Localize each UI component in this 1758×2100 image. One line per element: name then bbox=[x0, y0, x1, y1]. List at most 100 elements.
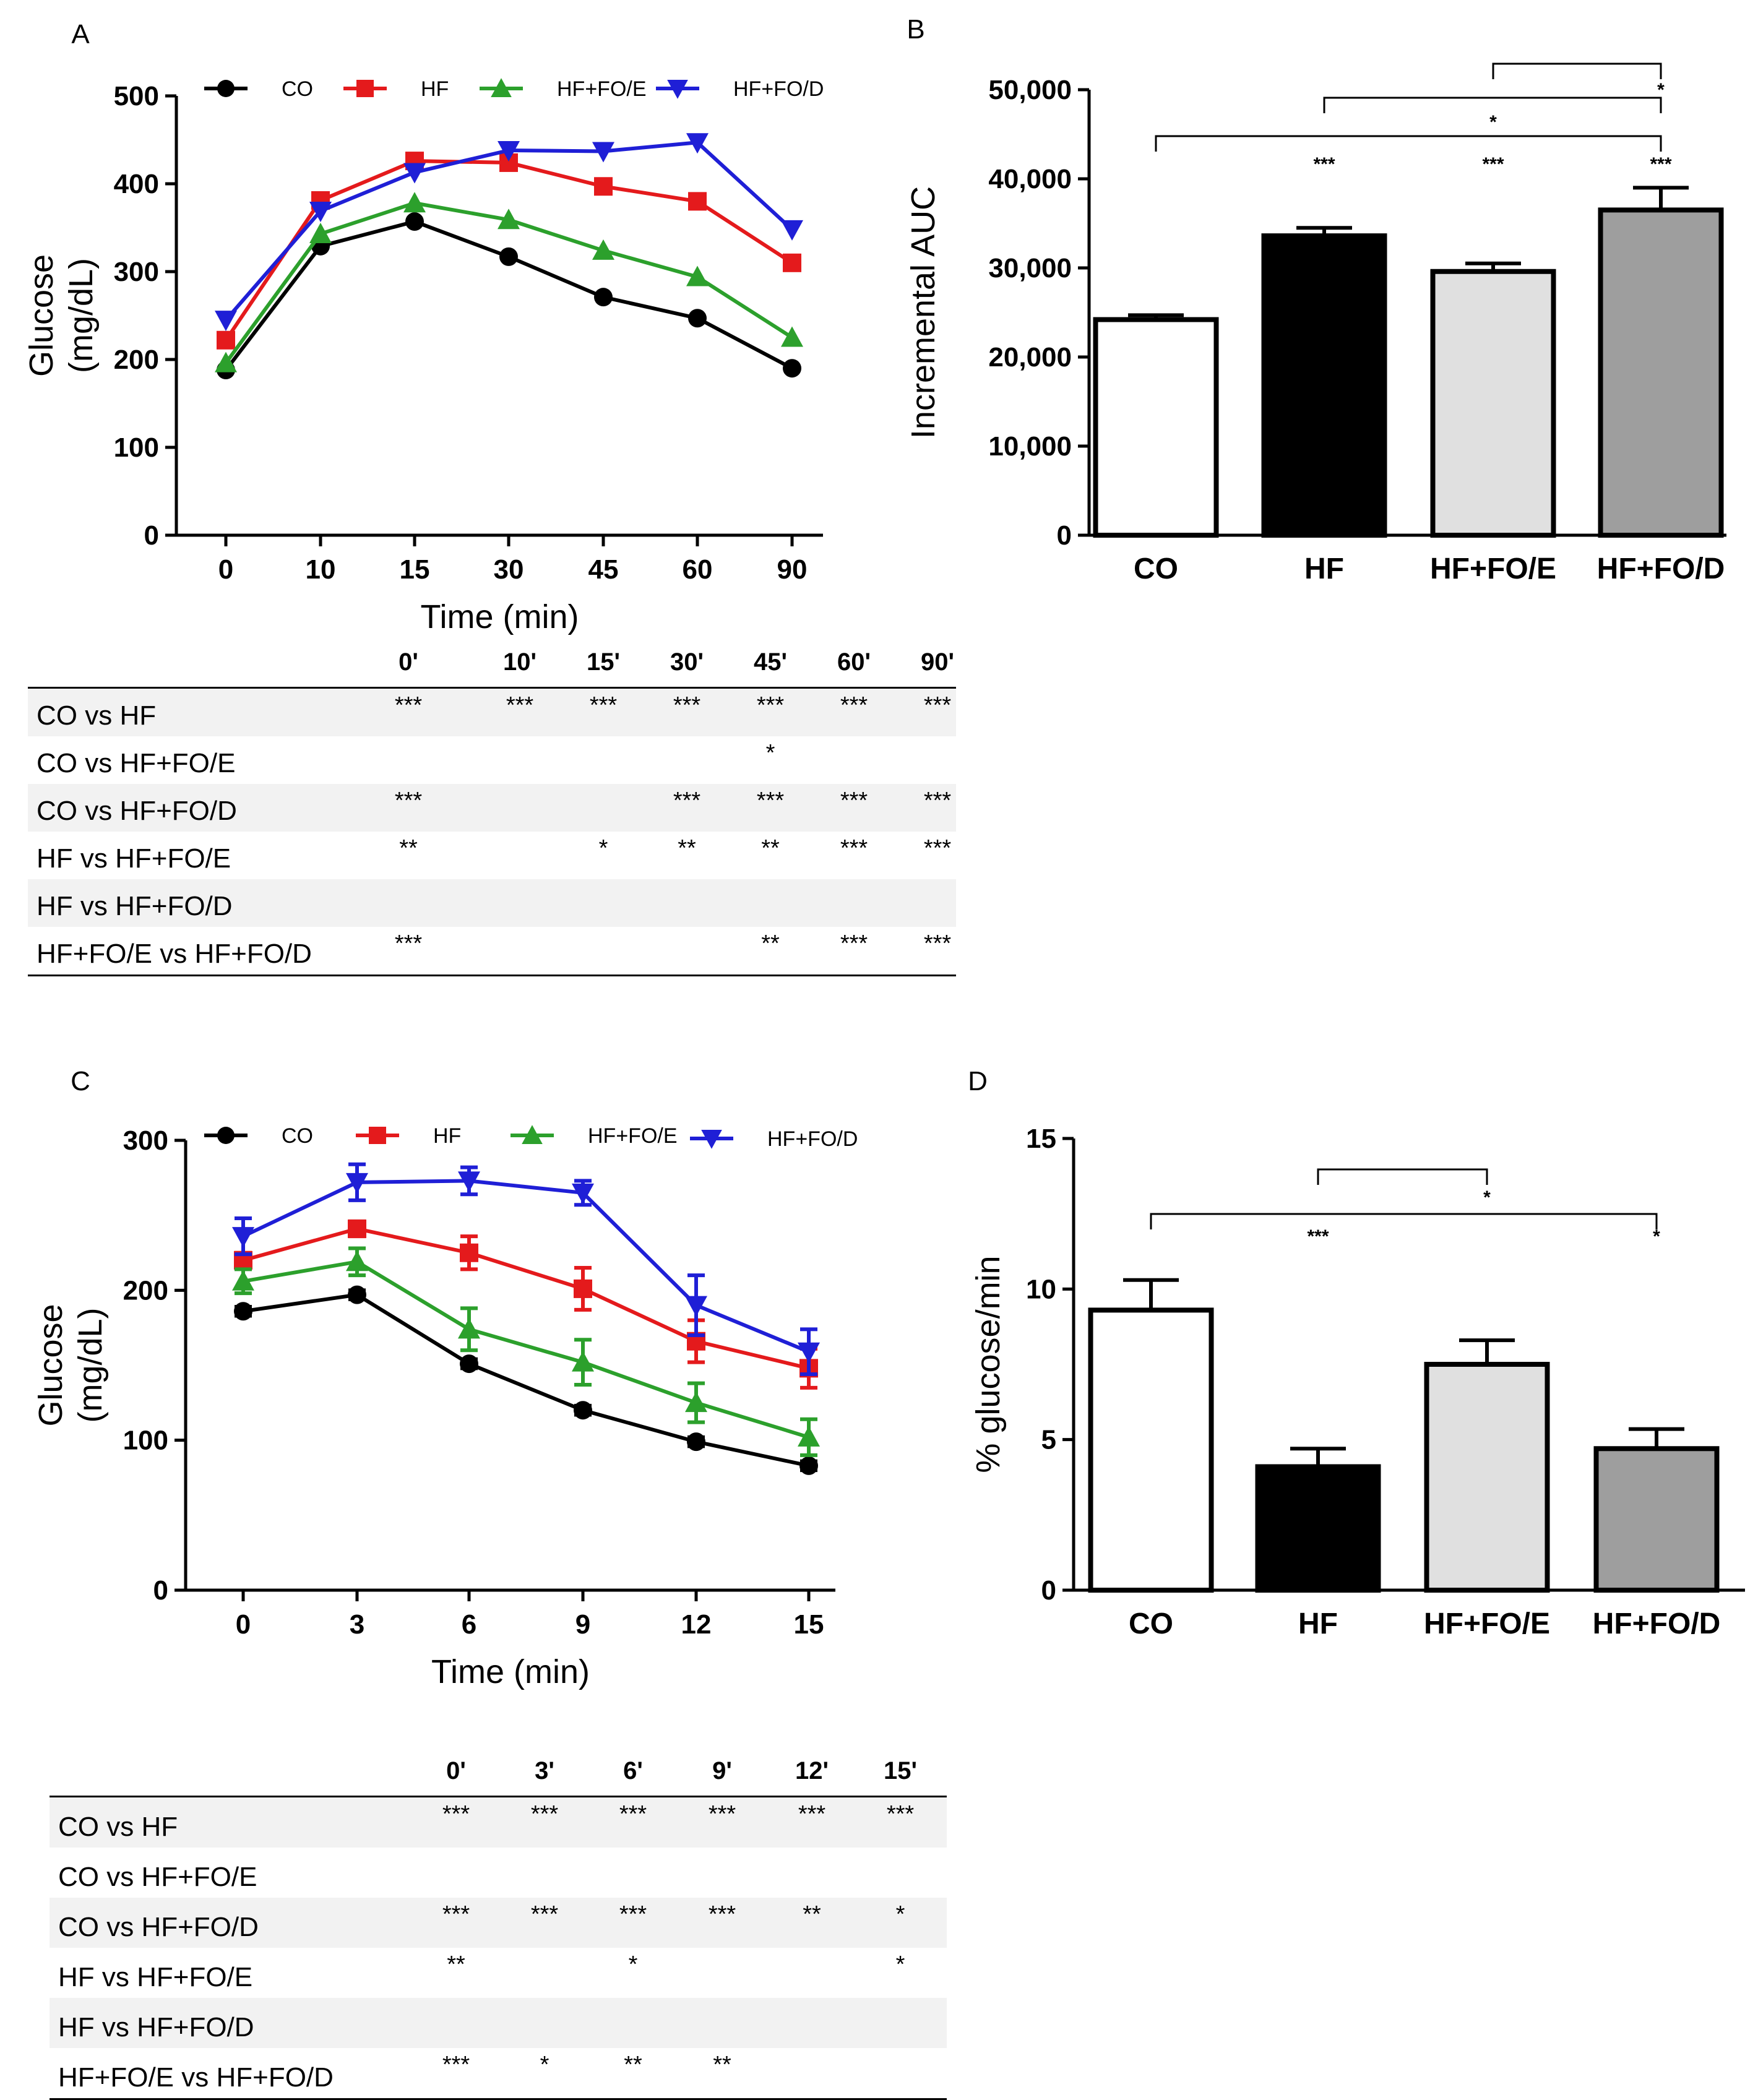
x-tick-label: HF bbox=[1298, 1607, 1338, 1640]
table-rule bbox=[28, 975, 956, 976]
table-row: CO vs HF+FO/D*************** bbox=[50, 1898, 947, 1948]
table-row-label: CO vs HF bbox=[37, 700, 157, 731]
significance-bracket bbox=[1317, 1168, 1488, 1185]
bar-HF+FO/D bbox=[1593, 1446, 1720, 1593]
data-point-HF+FO/D bbox=[781, 220, 803, 241]
y-axis-label-line: Glucose bbox=[23, 254, 60, 377]
table-cell: ** bbox=[399, 835, 418, 861]
table-cell: *** bbox=[923, 835, 952, 861]
y-axis-label: Glucose(mg/dL) bbox=[32, 1304, 109, 1426]
y-axis-label: % glucose/min bbox=[970, 1255, 1007, 1473]
significance-bracket bbox=[1155, 135, 1662, 152]
y-axis-label: Glucose(mg/dL) bbox=[23, 254, 100, 377]
table-row-label: CO vs HF+FO/D bbox=[58, 1912, 259, 1942]
x-tick-label: HF+FO/E bbox=[1424, 1607, 1550, 1640]
x-tick-label: HF+FO/D bbox=[1597, 553, 1725, 585]
table-cell: * bbox=[895, 1901, 905, 1927]
data-point-CO bbox=[574, 1401, 592, 1420]
table-header: 15' bbox=[586, 648, 620, 676]
table-cell: *** bbox=[756, 692, 785, 718]
significance-label: * bbox=[1483, 1187, 1491, 1208]
table-cell: *** bbox=[394, 931, 423, 957]
significance-label: *** bbox=[1482, 154, 1504, 174]
y-axis-label: Incremental AUC bbox=[905, 186, 942, 439]
bar-HF bbox=[1255, 1464, 1381, 1593]
data-point-HF bbox=[348, 1219, 366, 1238]
table-cell: *** bbox=[756, 788, 785, 814]
y-tick-label: 50,000 bbox=[988, 75, 1072, 105]
series-line-CO bbox=[243, 1293, 809, 1468]
data-point-HF+FO/D bbox=[685, 1296, 707, 1317]
significance-label: * bbox=[1653, 1226, 1660, 1247]
data-point-HF+FO/D bbox=[592, 142, 614, 163]
y-tick-label: 40,000 bbox=[988, 164, 1072, 194]
table-header: 0' bbox=[399, 648, 418, 676]
data-point-HF+FO/E bbox=[685, 1392, 707, 1413]
y-tick-label: 10,000 bbox=[988, 431, 1072, 462]
table-row: CO vs HF *** *** *** *** *** *** *** bbox=[28, 689, 956, 736]
y-tick-label: 10 bbox=[1026, 1274, 1056, 1304]
table-cell: *** bbox=[619, 1801, 647, 1827]
legend-label-HF+FO/D: HF+FO/D bbox=[767, 1127, 858, 1151]
legend-marker-HF+FO/E bbox=[491, 78, 512, 97]
data-point-HF+FO/E bbox=[458, 1318, 480, 1339]
x-tick-label: 15 bbox=[400, 554, 430, 585]
y-tick-label: 100 bbox=[114, 432, 159, 463]
significance-label: * bbox=[1489, 112, 1497, 132]
table-cell: ** bbox=[761, 931, 780, 957]
legend-marker-HF+FO/D bbox=[701, 1130, 722, 1149]
legend-marker-CO bbox=[217, 1127, 235, 1144]
significance-bracket bbox=[1323, 97, 1662, 113]
legend-label-HF+FO/D: HF+FO/D bbox=[733, 77, 824, 101]
table-cell: ** bbox=[803, 1901, 821, 1927]
bar-HF bbox=[1261, 233, 1387, 538]
data-point-HF+FO/E bbox=[346, 1250, 368, 1272]
data-point-HF bbox=[783, 253, 801, 272]
legend-marker-HF bbox=[369, 1127, 386, 1144]
table-row-label: CO vs HF bbox=[58, 1812, 178, 1842]
series-line-CO bbox=[224, 219, 793, 371]
data-point-HF bbox=[460, 1243, 478, 1262]
data-point-HF bbox=[688, 192, 707, 211]
table-cell: *** bbox=[798, 1801, 826, 1827]
panel-letter: B bbox=[907, 14, 924, 45]
table-row-label: HF vs HF+FO/D bbox=[37, 891, 233, 921]
y-tick-label: 20,000 bbox=[988, 342, 1072, 372]
data-point-HF+FO/D bbox=[309, 202, 332, 223]
legend-label-HF: HF bbox=[433, 1124, 461, 1148]
data-point-CO bbox=[687, 1432, 705, 1452]
x-tick-label: 12 bbox=[681, 1609, 712, 1640]
legend-marker-HF+FO/E bbox=[522, 1125, 543, 1144]
table-cell: ** bbox=[678, 835, 696, 861]
bar-CO bbox=[1093, 317, 1219, 538]
table-row: HF vs HF+FO/D bbox=[50, 1998, 947, 2048]
significance-label: * bbox=[1657, 80, 1665, 100]
data-point-HF+FO/E bbox=[403, 192, 426, 213]
x-tick-label: 15 bbox=[794, 1609, 824, 1640]
y-tick-label: 0 bbox=[1057, 520, 1072, 551]
significance-label: *** bbox=[1307, 1226, 1329, 1247]
table-cell: *** bbox=[923, 692, 952, 718]
significance-label: *** bbox=[1650, 154, 1671, 174]
table-cell: *** bbox=[442, 2052, 470, 2078]
panel-letter: A bbox=[71, 19, 90, 49]
y-tick-label: 0 bbox=[1041, 1575, 1056, 1606]
data-point-CO bbox=[688, 309, 707, 328]
data-point-HF bbox=[594, 177, 613, 196]
data-point-HF+FO/E bbox=[781, 326, 803, 347]
data-point-CO bbox=[234, 1302, 252, 1321]
legend-label-CO: CO bbox=[282, 77, 313, 101]
y-tick-label: 200 bbox=[123, 1275, 168, 1306]
bar-HF+FO/E bbox=[1430, 269, 1556, 538]
table-header: 60' bbox=[837, 648, 871, 676]
table-header: 6' bbox=[623, 1757, 643, 1784]
table-cell: *** bbox=[708, 1801, 736, 1827]
y-axis-label-line: Glucose bbox=[32, 1304, 69, 1426]
y-tick-label: 200 bbox=[114, 345, 159, 375]
data-point-HF+FO/E bbox=[572, 1351, 594, 1372]
panel-letter: D bbox=[968, 1066, 988, 1096]
table-cell: *** bbox=[506, 692, 534, 718]
table-cell: *** bbox=[923, 931, 952, 957]
table-cell: ** bbox=[713, 2052, 731, 2078]
table-cell: ** bbox=[624, 2052, 642, 2078]
